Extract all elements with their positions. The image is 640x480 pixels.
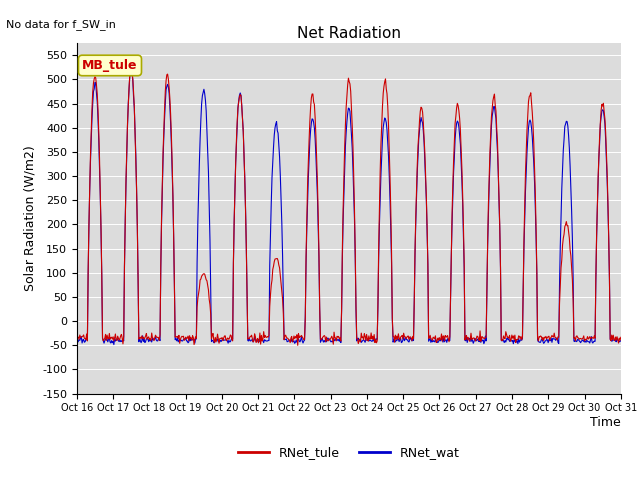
RNet_tule (195, 291, 202, 297)
RNet_wat (73, 336, 81, 342)
Y-axis label: Solar Radiation (W/m2): Solar Radiation (W/m2) (24, 145, 36, 291)
RNet_tule (127, 64, 135, 70)
RNet_tule (223, 335, 231, 341)
X-axis label: Time: Time (590, 416, 621, 429)
RNet_tule (140, 335, 147, 340)
RNet_wat (110, 342, 118, 348)
RNet_wat (196, 160, 204, 166)
Text: MB_tule: MB_tule (82, 59, 138, 72)
Legend: RNet_tule, RNet_wat: RNet_tule, RNet_wat (233, 442, 465, 465)
RNet_tule (294, 342, 301, 348)
RNet_wat (127, 66, 135, 72)
RNet_tule (433, 340, 440, 346)
RNet_wat (417, 120, 424, 125)
RNet_wat (140, 336, 148, 342)
RNet_wat (224, 340, 232, 346)
RNet_tule (417, 108, 424, 114)
Line: RNet_wat: RNet_wat (77, 69, 621, 345)
RNet_wat (433, 339, 440, 345)
RNet_tule (617, 335, 625, 340)
Text: No data for f_SW_in: No data for f_SW_in (6, 19, 116, 30)
RNet_tule (73, 334, 81, 339)
Title: Net Radiation: Net Radiation (297, 25, 401, 41)
Line: RNet_tule: RNet_tule (77, 67, 621, 345)
RNet_wat (617, 338, 625, 344)
RNet_tule (83, 331, 90, 337)
RNet_wat (83, 337, 90, 343)
